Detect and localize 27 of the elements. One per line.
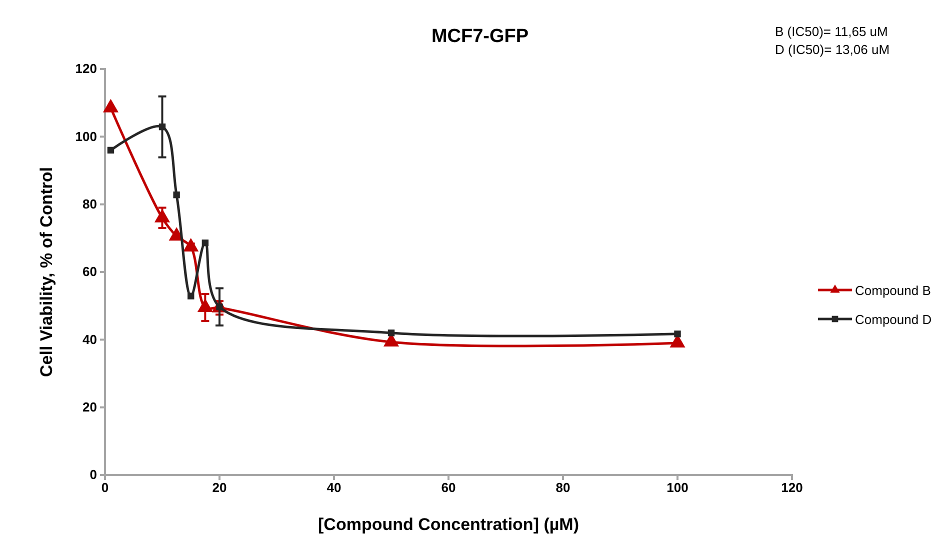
point: [173, 192, 180, 198]
y-tick-label: 100: [75, 128, 97, 144]
legend-label: Compound B: [855, 283, 931, 298]
point: [158, 124, 166, 130]
x-tick-label: 40: [326, 480, 342, 496]
x-tick-label: 120: [781, 480, 803, 496]
chart-title: MCF7-GFP: [431, 26, 529, 47]
x-tick-label: 0: [101, 480, 109, 496]
x-tick-label: 20: [212, 480, 227, 496]
point: [202, 240, 209, 246]
y-tick-label: 60: [82, 264, 97, 280]
x-tick-label: 100: [666, 480, 688, 496]
x-tick-label: 60: [441, 480, 456, 496]
y-tick-label: 120: [75, 61, 97, 76]
y-tick-label: 0: [90, 467, 97, 482]
text: B (IC50)= 11,65 uM: [775, 24, 888, 39]
x-tick-label: 80: [556, 480, 570, 496]
y-tick-label: 40: [82, 332, 97, 347]
point: [197, 298, 213, 312]
y-tick-label: 20: [82, 399, 97, 414]
point: [188, 292, 194, 300]
text: D (IC50)= 13,06 uM: [775, 42, 890, 57]
y-tick-label: 80: [82, 196, 97, 212]
point: [107, 146, 114, 154]
x-axis-title: [Compound Concentration] (µM): [318, 515, 579, 534]
y-axis-title: Cell Viability, % of Control: [37, 166, 56, 378]
legend-label: Compound D: [855, 312, 932, 327]
